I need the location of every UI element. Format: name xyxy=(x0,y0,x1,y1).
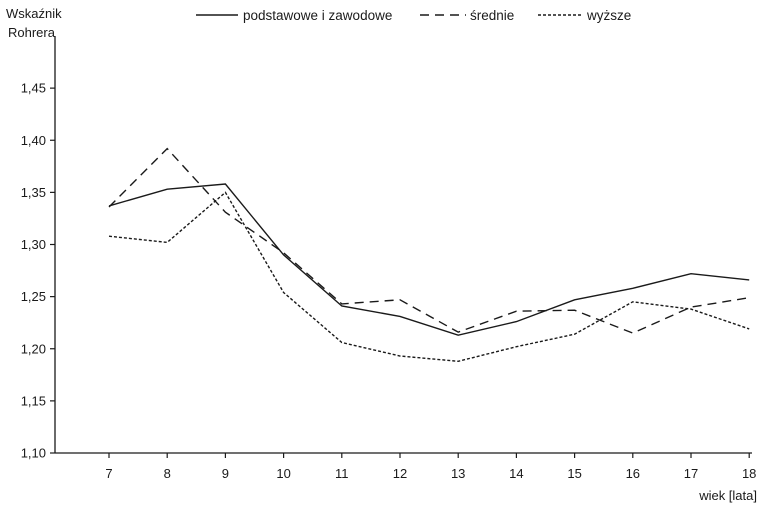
chart-legend: podstawowe i zawodowe średnie wyższe xyxy=(196,8,631,23)
x-tick-label: 8 xyxy=(164,466,171,481)
x-tick-label: 18 xyxy=(742,466,756,481)
x-tick-label: 16 xyxy=(626,466,640,481)
series-line-srednie xyxy=(108,147,750,334)
y-tick-label: 1,15 xyxy=(21,393,46,408)
y-tick-label: 1,45 xyxy=(21,81,46,96)
x-tick-label: 14 xyxy=(509,466,523,481)
legend-label-wyzsze: wyższe xyxy=(586,8,631,23)
x-tick-label: 13 xyxy=(451,466,465,481)
y-tick-label: 1,40 xyxy=(21,133,46,148)
x-tick-label: 9 xyxy=(222,466,229,481)
y-tick-label: 1,35 xyxy=(21,185,46,200)
series-line-wyzsze xyxy=(108,191,750,363)
x-tick-label: 12 xyxy=(393,466,407,481)
chart-axes xyxy=(54,36,752,454)
y-tick-label: 1,20 xyxy=(21,341,46,356)
y-axis-title-line-1: Wskaźnik xyxy=(6,6,62,21)
legend-label-srednie: średnie xyxy=(470,8,514,23)
y-axis-ticks: 1,10 1,15 1,20 1,25 1,30 1,35 1,40 1,45 xyxy=(21,81,55,461)
x-tick-label: 10 xyxy=(276,466,290,481)
x-axis-ticks: 7 8 9 10 11 12 13 14 15 16 17 18 xyxy=(105,453,756,481)
y-tick-label: 1,30 xyxy=(21,237,46,252)
x-tick-label: 11 xyxy=(335,466,349,481)
y-axis-title-line-2: Rohrera xyxy=(8,25,56,40)
y-tick-label: 1,10 xyxy=(21,446,46,461)
legend-label-podstawowe: podstawowe i zawodowe xyxy=(243,8,392,23)
x-tick-label: 15 xyxy=(567,466,581,481)
x-tick-label: 17 xyxy=(684,466,698,481)
series-line-podstawowe xyxy=(108,183,750,336)
chart-series xyxy=(108,147,750,363)
x-axis-title: wiek [lata] xyxy=(698,488,757,503)
x-tick-label: 7 xyxy=(105,466,112,481)
y-tick-label: 1,25 xyxy=(21,289,46,304)
